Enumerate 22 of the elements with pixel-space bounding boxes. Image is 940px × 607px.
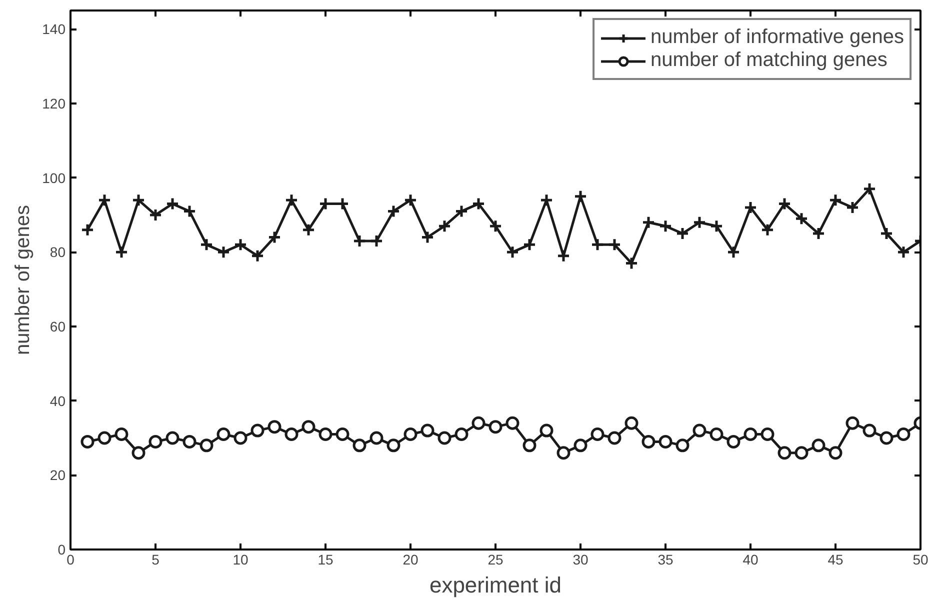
- y-tick-label: 0: [58, 542, 66, 558]
- y-axis-title: number of genes: [12, 204, 34, 356]
- x-tick-label: 10: [232, 552, 248, 568]
- x-tick-label: 50: [912, 552, 928, 568]
- y-tick-label: 80: [50, 244, 66, 260]
- legend-label: number of matching genes: [650, 49, 888, 72]
- x-tick-label: 20: [402, 552, 418, 568]
- x-axis-title: experiment id: [429, 572, 562, 598]
- y-tick-label: 140: [42, 21, 66, 38]
- x-tick-label: 15: [318, 552, 334, 568]
- y-tick-label: 100: [42, 170, 66, 186]
- y-tick-label: 40: [50, 392, 66, 409]
- x-tick-label: 40: [742, 552, 758, 568]
- x-tick-label: 5: [152, 552, 160, 568]
- x-tick-label: 45: [828, 552, 844, 568]
- x-tick-label: 30: [572, 552, 588, 568]
- legend-label: number of informative genes: [650, 26, 904, 49]
- y-tick-label: 60: [50, 318, 66, 334]
- x-tick-label: 25: [488, 552, 504, 568]
- y-tick-label: 120: [42, 95, 66, 112]
- y-tick-label: 20: [50, 467, 66, 484]
- x-tick-label: 35: [658, 552, 674, 568]
